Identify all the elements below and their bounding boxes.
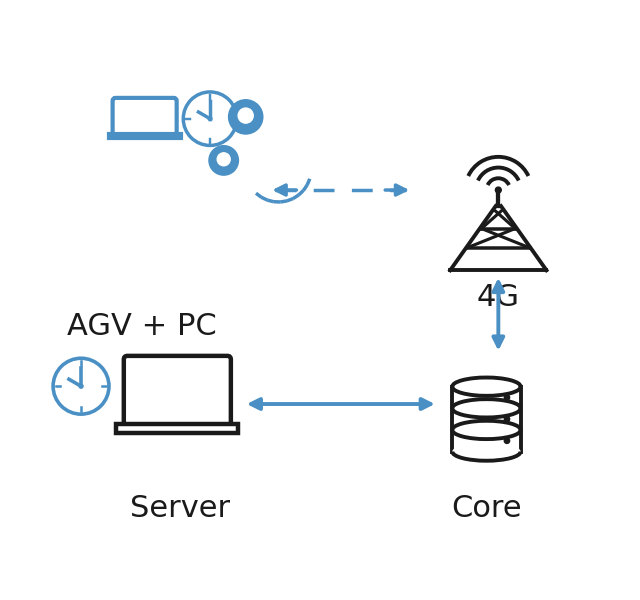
FancyBboxPatch shape: [113, 98, 177, 137]
Ellipse shape: [452, 442, 520, 461]
Bar: [116, 424, 238, 433]
Circle shape: [238, 108, 253, 123]
Ellipse shape: [452, 421, 520, 439]
Ellipse shape: [452, 399, 520, 418]
Text: Server: Server: [131, 494, 230, 523]
Circle shape: [504, 416, 509, 422]
Ellipse shape: [452, 377, 520, 396]
Text: AGV + PC: AGV + PC: [67, 312, 216, 341]
Circle shape: [504, 395, 509, 400]
Circle shape: [208, 117, 212, 121]
Text: 🚗: 🚗: [83, 181, 116, 235]
Bar: [109, 134, 180, 138]
Polygon shape: [231, 117, 260, 133]
Circle shape: [217, 153, 230, 166]
Polygon shape: [211, 160, 236, 174]
Circle shape: [79, 384, 83, 388]
Text: 4G: 4G: [477, 283, 520, 311]
Circle shape: [495, 187, 501, 193]
Circle shape: [209, 146, 239, 175]
FancyArrowPatch shape: [251, 399, 431, 409]
FancyBboxPatch shape: [124, 356, 231, 427]
FancyArrowPatch shape: [493, 282, 503, 346]
Circle shape: [504, 438, 509, 443]
Text: Core: Core: [451, 494, 522, 523]
Circle shape: [228, 100, 263, 134]
Bar: [452, 386, 520, 452]
